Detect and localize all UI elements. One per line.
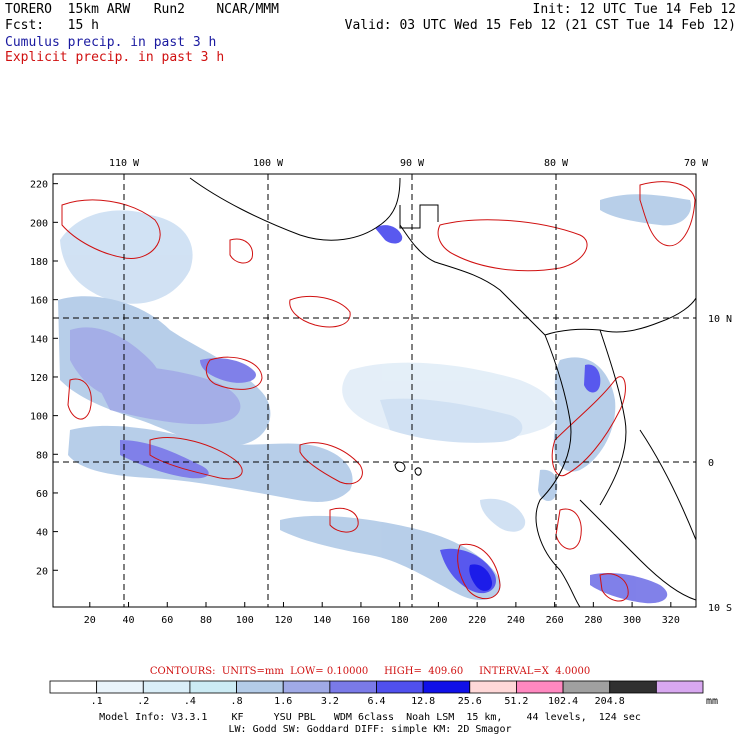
- colorbar-swatch: [609, 680, 657, 694]
- colorbar-swatch: [422, 680, 471, 694]
- cumulus-precip-label: Cumulus precip. in past 3 h: [5, 35, 217, 50]
- x-tick-label: 240: [507, 615, 525, 626]
- coastlines: [189, 177, 696, 607]
- explicit-precip-label: Explicit precip. in past 3 h: [5, 50, 225, 65]
- colorbar-swatch: [282, 680, 331, 694]
- y-tick-label: 220: [30, 180, 48, 191]
- colorbar-swatch: [189, 680, 237, 694]
- colorbar-swatch: [236, 680, 284, 694]
- x-tick-label: 280: [584, 615, 602, 626]
- x-tick-label: 160: [352, 615, 370, 626]
- y-tick-label: 200: [30, 218, 48, 229]
- forecast-hour: Fcst: 15 h: [5, 18, 99, 33]
- y-tick-label: 120: [30, 373, 48, 384]
- y-tick-label: 60: [36, 489, 48, 500]
- colorbar-label: 204.8: [595, 696, 625, 707]
- x-tick-label: 300: [623, 615, 641, 626]
- colorbar-units: mm: [706, 696, 718, 707]
- x-tick-label: 320: [662, 615, 680, 626]
- colorbar-label: .8: [231, 696, 243, 707]
- model-title: TORERO 15km ARW Run2 NCAR/MMM: [5, 2, 279, 17]
- colorbar-label: 1.6: [274, 696, 292, 707]
- colorbar-swatch: [655, 680, 704, 694]
- x-tick-label: 180: [391, 615, 409, 626]
- x-tick-label: 260: [546, 615, 564, 626]
- init-time: Init: 12 UTC Tue 14 Feb 12: [532, 2, 737, 17]
- latitude-label: 0: [708, 458, 714, 469]
- longitude-labels: 110 W 100 W 90 W 80 W 70 W: [109, 158, 709, 169]
- y-tick-label: 180: [30, 257, 48, 268]
- colorbar-swatch: [376, 680, 424, 694]
- y-tick-label: 40: [36, 528, 48, 539]
- colorbar-swatch: [142, 680, 191, 694]
- colorbar-label: 51.2: [504, 696, 528, 707]
- colorbar-swatch: [49, 680, 98, 694]
- y-tick-label: 140: [30, 334, 48, 345]
- colorbar-label: 102.4: [548, 696, 578, 707]
- longitude-label: 110 W: [109, 158, 140, 169]
- contours-info: CONTOURS: UNITS=mm LOW= 0.10000 HIGH= 40…: [149, 666, 591, 677]
- x-tick-label: 220: [468, 615, 486, 626]
- colorbar-swatch: [562, 680, 611, 694]
- x-tick-label: 120: [274, 615, 292, 626]
- colorbar-swatch: [96, 680, 144, 694]
- x-tick-label: 140: [313, 615, 331, 626]
- colorbar-swatch: [469, 680, 517, 694]
- explicit-precip-contours: [61, 181, 696, 602]
- y-tick-label: 160: [30, 296, 48, 307]
- model-info-line2: LW: Godd SW: Goddard DIFF: simple KM: 2D…: [228, 724, 512, 735]
- colorbar: .1 .2 .4 .8 1.6 3.2 6.4 12.8 25.6 51.2 102.4 204.8 m…: [49, 680, 718, 707]
- latitude-label: 10 N: [708, 314, 732, 325]
- latitude-label: 10 S: [708, 603, 732, 614]
- colorbar-label: 25.6: [458, 696, 482, 707]
- colorbar-label: .4: [184, 696, 196, 707]
- longitude-label: 90 W: [400, 158, 425, 169]
- longitude-label: 70 W: [684, 158, 709, 169]
- y-axis-ticks: 20 40 60 80 100 120 140 160 180 200 220: [30, 180, 58, 577]
- colorbar-swatch: [329, 680, 377, 694]
- x-tick-label: 100: [236, 615, 254, 626]
- cumulus-precip-areas: [58, 194, 691, 604]
- latitude-labels: 10 N 0 10 S: [708, 314, 732, 614]
- y-tick-label: 100: [30, 412, 48, 423]
- x-axis-ticks: 20 40 60 80 100 120 140 160 180 200 220 240 260 280 30…: [84, 602, 680, 626]
- y-tick-label: 80: [36, 450, 48, 461]
- longitude-label: 80 W: [544, 158, 569, 169]
- colorbar-label: 12.8: [411, 696, 435, 707]
- longitude-label: 100 W: [253, 158, 284, 169]
- model-info-line1: Model Info: V3.3.1 KF YSU PBL WDM 6class…: [99, 712, 641, 723]
- x-tick-label: 60: [161, 615, 173, 626]
- colorbar-swatch: [516, 680, 564, 694]
- x-tick-label: 40: [123, 615, 135, 626]
- plot-frame: [52, 173, 697, 608]
- colorbar-label: 3.2: [321, 696, 339, 707]
- colorbar-label: .2: [137, 696, 149, 707]
- x-tick-label: 20: [84, 615, 96, 626]
- latlon-grid: [53, 174, 696, 607]
- valid-time: Valid: 03 UTC Wed 15 Feb 12 (21 CST Tue …: [344, 18, 736, 33]
- x-tick-label: 200: [429, 615, 447, 626]
- precip-field: [53, 174, 696, 607]
- y-tick-label: 20: [36, 566, 48, 577]
- colorbar-label: 6.4: [367, 696, 385, 707]
- x-tick-label: 80: [200, 615, 212, 626]
- colorbar-label: .1: [91, 696, 103, 707]
